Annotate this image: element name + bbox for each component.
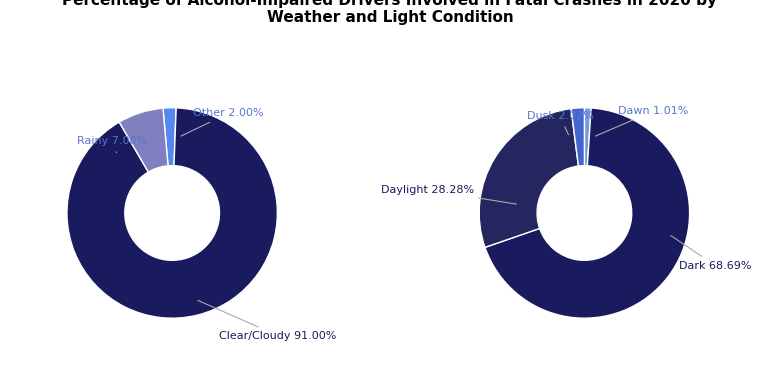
Wedge shape <box>584 108 591 166</box>
Wedge shape <box>571 108 584 166</box>
Text: Dusk 2.02%: Dusk 2.02% <box>526 111 594 135</box>
Wedge shape <box>485 108 690 318</box>
Text: Percentage of Alcohol-Impaired Drivers Involved in Fatal Crashes in 2020 by
Weat: Percentage of Alcohol-Impaired Drivers I… <box>62 0 718 25</box>
Wedge shape <box>67 108 278 318</box>
Text: Rainy 7.00%: Rainy 7.00% <box>77 137 147 152</box>
Text: Daylight 28.28%: Daylight 28.28% <box>381 185 516 204</box>
Wedge shape <box>479 109 579 248</box>
Text: Clear/Cloudy 91.00%: Clear/Cloudy 91.00% <box>198 300 337 341</box>
Wedge shape <box>119 108 168 172</box>
Text: Other 2.00%: Other 2.00% <box>181 108 264 136</box>
Wedge shape <box>163 108 176 166</box>
Text: Dawn 1.01%: Dawn 1.01% <box>595 106 689 136</box>
Text: Dark 68.69%: Dark 68.69% <box>671 236 752 270</box>
